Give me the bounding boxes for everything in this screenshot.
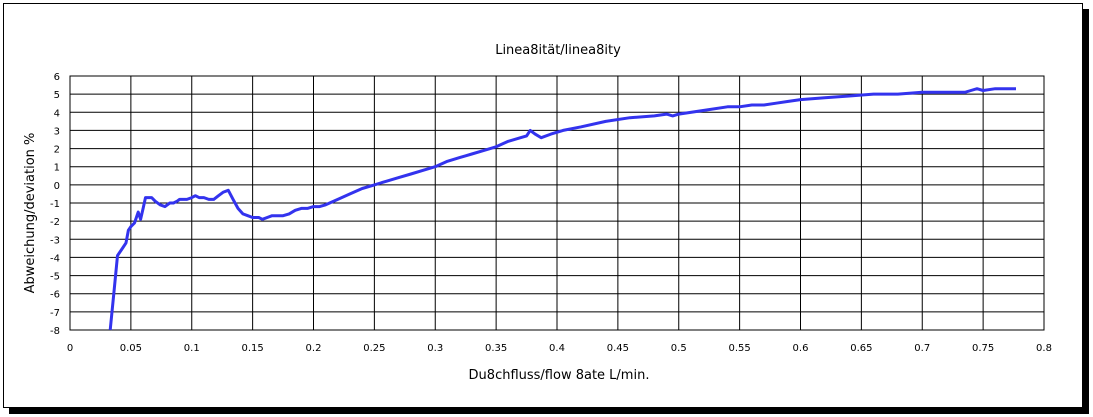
x-tick-label: 0.65 — [850, 343, 872, 354]
x-tick-label: 0.7 — [914, 343, 930, 354]
x-tick-label: 0.35 — [485, 343, 507, 354]
plot-border — [69, 75, 1045, 331]
x-tick-label: 0.45 — [607, 343, 629, 354]
x-tick-label: 0.6 — [793, 343, 809, 354]
grid — [69, 75, 1045, 331]
x-tick-label: 0.5 — [671, 343, 687, 354]
y-tick-label: 1 — [54, 163, 60, 174]
series-line — [108, 87, 1016, 331]
y-tick-label: -5 — [50, 272, 60, 283]
x-tick-label: 0.2 — [306, 343, 322, 354]
chart-title: Linea8ität/linea8ity — [495, 43, 621, 58]
x-tick-label: 0.4 — [549, 343, 565, 354]
y-tick-label: -7 — [50, 308, 60, 319]
x-tick-label: 0.75 — [972, 343, 994, 354]
y-tick-label: 4 — [54, 108, 60, 119]
y-tick-label: 2 — [54, 145, 60, 156]
series-layer — [108, 87, 1016, 331]
x-tick-labels: 0 0.05 0.1 0.15 0.2 0.25 0.3 0.35 0.4 0.45 0.5 0.55… — [67, 343, 1052, 354]
x-axis-title: Du8chfluss/flow 8ate L/min. — [469, 368, 650, 383]
x-tick-label: 0.3 — [427, 343, 443, 354]
y-tick-label: 5 — [54, 90, 60, 101]
line-chart: Linea8ität/linea8ity 6 5 4 3 2 1 0 -1 -2 -3 -4 -5 -6… — [23, 43, 1052, 383]
y-tick-label: -8 — [50, 326, 60, 337]
y-tick-label: 3 — [54, 126, 60, 137]
x-tick-label: 0.25 — [363, 343, 385, 354]
x-tick-label: 0.15 — [241, 343, 263, 354]
x-tick-label: 0 — [67, 343, 73, 354]
y-axis-title: Abweichung/deviation % — [23, 133, 38, 294]
x-tick-label: 0.55 — [728, 343, 750, 354]
y-tick-label: -2 — [50, 217, 60, 228]
y-tick-labels: 6 5 4 3 2 1 0 -1 -2 -3 -4 -5 -6 -7 -8 — [50, 72, 60, 337]
x-tick-label: 0.8 — [1036, 343, 1052, 354]
x-tick-label: 0.05 — [120, 343, 142, 354]
y-tick-label: -4 — [50, 253, 60, 264]
y-tick-label: -1 — [50, 199, 60, 210]
y-tick-label: 0 — [54, 181, 60, 192]
y-tick-label: -3 — [50, 235, 60, 246]
chart-frame: Linea8ität/linea8ity 6 5 4 3 2 1 0 -1 -2 -3 -4 -5 -6… — [3, 3, 1083, 408]
y-tick-label: 6 — [54, 72, 60, 83]
y-tick-label: -6 — [50, 290, 60, 301]
x-tick-label: 0.1 — [184, 343, 200, 354]
